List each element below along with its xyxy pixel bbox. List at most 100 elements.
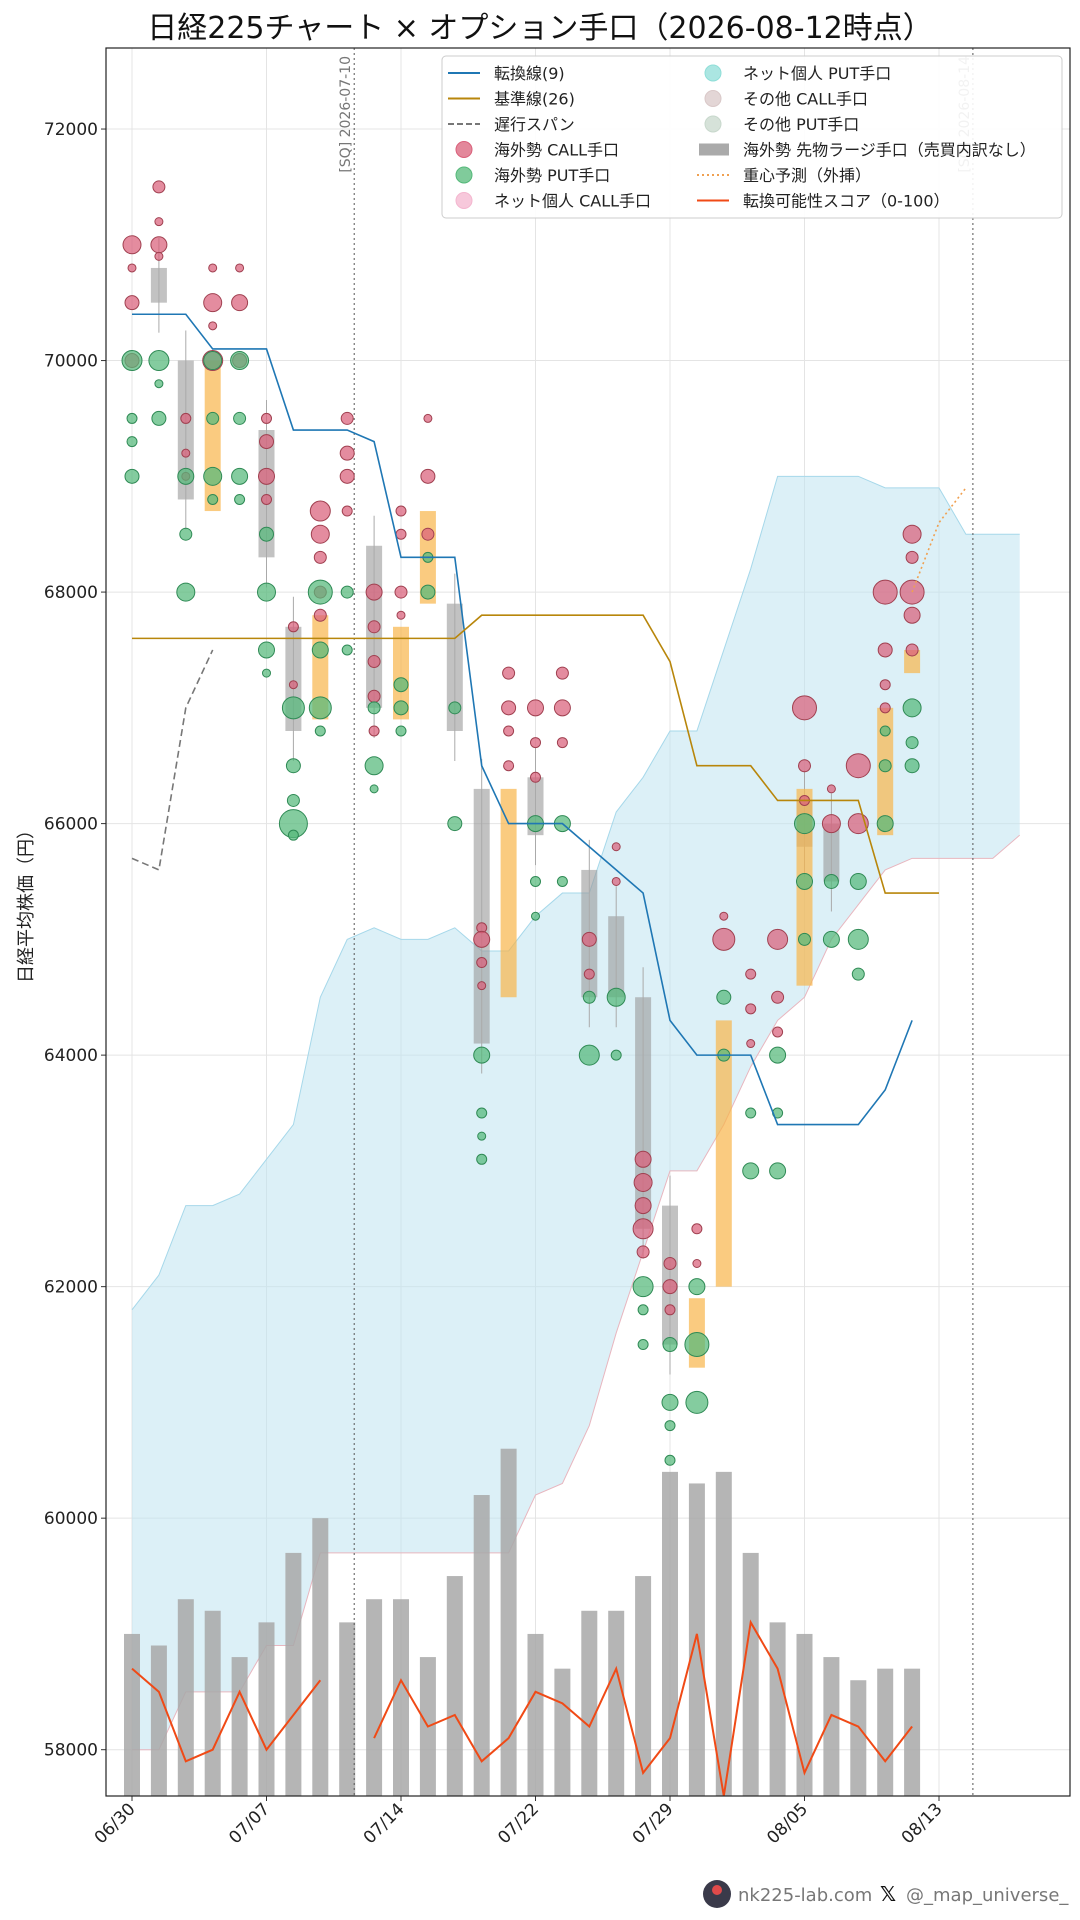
overseas-put-bubble: [879, 725, 891, 737]
footer-handle[interactable]: @_map_universe_: [906, 1885, 1069, 1906]
overseas-put-bubble: [307, 579, 333, 605]
overseas-call-bubble: [127, 263, 137, 273]
volume-bar: [581, 1610, 598, 1796]
volume-bar: [877, 1668, 894, 1796]
overseas-call-bubble: [798, 759, 811, 773]
overseas-put-bubble: [904, 758, 920, 774]
overseas-call-bubble: [556, 737, 568, 749]
overseas-put-bubble: [341, 644, 353, 656]
y-tick-label: 68000: [44, 583, 98, 603]
overseas-call-bubble: [583, 968, 595, 980]
overseas-put-bubble: [177, 467, 195, 485]
volume-bar: [366, 1599, 383, 1796]
overseas-call-bubble: [745, 1003, 757, 1015]
overseas-put-bubble: [632, 1276, 654, 1298]
overseas-call-bubble: [903, 606, 921, 624]
overseas-call-bubble: [396, 610, 406, 620]
x-tick-label: 07/29: [629, 1799, 678, 1848]
overseas-call-bubble: [581, 931, 597, 947]
overseas-call-bubble: [771, 990, 785, 1004]
overseas-call-bubble: [367, 655, 381, 669]
centroid-bar: [500, 788, 517, 998]
x-tick-label: 08/13: [898, 1799, 947, 1848]
volume-bar: [527, 1633, 544, 1796]
legend-swatch: [455, 166, 473, 184]
overseas-call-bubble: [502, 666, 516, 680]
overseas-call-bubble: [555, 666, 569, 680]
overseas-put-bubble: [124, 468, 140, 484]
overseas-put-bubble: [230, 351, 250, 371]
overseas-call-bubble: [634, 1197, 652, 1215]
overseas-put-bubble: [448, 701, 462, 715]
volume-bar: [850, 1680, 867, 1796]
overseas-call-bubble: [632, 1218, 654, 1240]
overseas-call-bubble: [288, 680, 298, 690]
overseas-call-bubble: [287, 621, 299, 633]
overseas-put-bubble: [606, 987, 626, 1007]
overseas-put-bubble: [314, 725, 326, 737]
volume-bar: [715, 1471, 732, 1796]
overseas-call-bubble: [691, 1223, 703, 1235]
plot-clip-group: [106, 48, 1070, 1796]
sq-label: [SQ] 2026-07-10: [338, 56, 354, 173]
legend-label: 基準線(26): [494, 90, 575, 109]
overseas-call-bubble: [339, 468, 355, 484]
overseas-put-bubble: [148, 350, 170, 372]
overseas-put-bubble: [206, 411, 220, 425]
volume-bar: [608, 1610, 625, 1796]
overseas-call-bubble: [203, 293, 223, 313]
y-tick-label: 64000: [44, 1046, 98, 1066]
volume-bar: [204, 1610, 221, 1796]
overseas-put-bubble: [530, 875, 541, 887]
overseas-put-bubble: [308, 696, 332, 720]
overseas-call-bubble: [503, 725, 515, 737]
overseas-call-bubble: [208, 263, 218, 273]
overseas-call-bubble: [902, 524, 922, 544]
overseas-call-bubble: [180, 412, 192, 424]
overseas-put-bubble: [285, 758, 301, 774]
overseas-call-bubble: [611, 876, 621, 886]
volume-bar: [124, 1633, 140, 1796]
legend-label: その他 CALL手口: [743, 90, 868, 109]
volume-bar: [635, 1576, 652, 1796]
overseas-call-bubble: [530, 771, 541, 783]
volume-bar: [473, 1495, 490, 1796]
overseas-put-bubble: [393, 700, 409, 716]
overseas-call-bubble: [476, 957, 488, 969]
legend-swatch: [704, 90, 722, 107]
y-tick-label: 58000: [44, 1741, 98, 1761]
overseas-put-bubble: [822, 930, 840, 948]
overseas-put-bubble: [823, 873, 839, 889]
overseas-call-bubble: [421, 527, 435, 541]
overseas-put-bubble: [664, 1420, 676, 1432]
overseas-put-bubble: [281, 696, 305, 720]
footer-site[interactable]: nk225-lab.com: [738, 1885, 872, 1906]
overseas-put-bubble: [905, 736, 919, 750]
overseas-put-bubble: [258, 641, 275, 659]
overseas-call-bubble: [208, 321, 218, 331]
volume-bar: [258, 1622, 275, 1796]
overseas-call-bubble: [826, 784, 836, 794]
y-tick-label: 70000: [44, 352, 98, 372]
volume-bar: [769, 1622, 786, 1796]
overseas-call-bubble: [692, 1258, 702, 1268]
overseas-call-bubble: [879, 679, 891, 691]
overseas-put-bubble: [447, 816, 463, 832]
centroid-bar: [904, 649, 921, 674]
volume-bar: [231, 1657, 248, 1796]
overseas-call-bubble: [611, 842, 621, 852]
cloud-edge-line: [132, 834, 1021, 1751]
overseas-put-bubble: [661, 1393, 679, 1411]
overseas-call-bubble: [772, 1026, 784, 1038]
overseas-call-bubble: [530, 737, 541, 749]
score-line: [373, 1619, 913, 1796]
volume-bar: [742, 1552, 759, 1796]
overseas-call-bubble: [154, 251, 164, 261]
volume-bar: [285, 1552, 302, 1796]
overseas-put-bubble: [179, 527, 193, 541]
overseas-put-bubble: [151, 410, 167, 426]
overseas-call-bubble: [746, 1039, 756, 1049]
overseas-call-bubble: [235, 263, 245, 273]
overseas-call-bubble: [879, 702, 891, 714]
x-tick-label: 06/30: [91, 1799, 140, 1848]
